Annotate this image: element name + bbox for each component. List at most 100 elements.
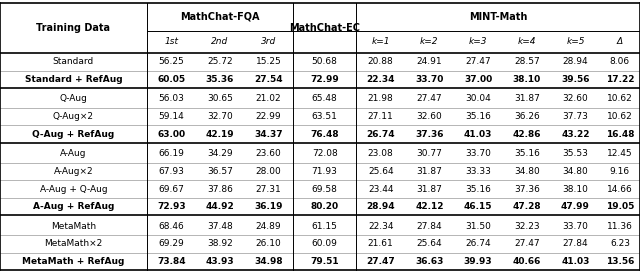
Text: 59.14: 59.14 [158,112,184,121]
Text: 50.68: 50.68 [312,57,337,66]
Text: 42.12: 42.12 [415,202,444,211]
Text: Δ: Δ [617,37,623,46]
Text: 20.88: 20.88 [368,57,394,66]
Text: 35.16: 35.16 [465,185,491,194]
Text: 34.80: 34.80 [514,167,540,176]
Text: 32.23: 32.23 [514,222,540,231]
Text: 61.15: 61.15 [312,222,337,231]
Text: k=4: k=4 [518,37,536,46]
Text: 69.67: 69.67 [158,185,184,194]
Text: 41.03: 41.03 [464,130,492,139]
Text: 60.05: 60.05 [157,75,185,84]
Text: 23.44: 23.44 [368,185,394,194]
Text: 33.33: 33.33 [465,167,491,176]
Text: 71.93: 71.93 [312,167,337,176]
Text: 37.36: 37.36 [415,130,444,139]
Text: 37.00: 37.00 [464,75,492,84]
Text: Q-Aug: Q-Aug [60,94,88,103]
Text: 30.65: 30.65 [207,94,233,103]
Text: 40.66: 40.66 [513,257,541,266]
Text: 76.48: 76.48 [310,130,339,139]
Text: k=1: k=1 [371,37,390,46]
Text: 32.60: 32.60 [417,112,442,121]
Text: 28.94: 28.94 [563,57,588,66]
Text: 12.45: 12.45 [607,149,633,158]
Text: 28.00: 28.00 [256,167,282,176]
Text: 43.22: 43.22 [561,130,589,139]
Text: k=2: k=2 [420,37,438,46]
Text: 68.46: 68.46 [158,222,184,231]
Text: 66.19: 66.19 [158,149,184,158]
Text: 31.87: 31.87 [417,185,442,194]
Text: 19.05: 19.05 [605,202,634,211]
Text: 22.99: 22.99 [256,112,282,121]
Text: 25.64: 25.64 [368,167,394,176]
Text: 30.77: 30.77 [417,149,442,158]
Text: k=3: k=3 [469,37,487,46]
Text: 69.58: 69.58 [312,185,337,194]
Text: 30.04: 30.04 [465,94,491,103]
Text: Standard: Standard [53,57,94,66]
Text: 27.47: 27.47 [366,257,395,266]
Text: 36.57: 36.57 [207,167,233,176]
Text: 1st: 1st [164,37,178,46]
Text: 14.66: 14.66 [607,185,633,194]
Text: 15.25: 15.25 [256,57,282,66]
Text: 26.74: 26.74 [465,239,491,248]
Text: 24.89: 24.89 [256,222,282,231]
Text: 22.34: 22.34 [367,75,395,84]
Text: 31.50: 31.50 [465,222,491,231]
Text: 34.98: 34.98 [254,257,283,266]
Text: Training Data: Training Data [36,23,111,33]
Text: 27.47: 27.47 [514,239,540,248]
Text: 80.20: 80.20 [310,202,339,211]
Text: 37.48: 37.48 [207,222,233,231]
Text: A-Aug: A-Aug [60,149,86,158]
Text: 22.34: 22.34 [368,222,394,231]
Text: 21.02: 21.02 [256,94,282,103]
Text: 26.10: 26.10 [256,239,282,248]
Text: Q-Aug + RefAug: Q-Aug + RefAug [32,130,115,139]
Text: 47.99: 47.99 [561,202,590,211]
Text: 27.84: 27.84 [417,222,442,231]
Text: 10.62: 10.62 [607,94,633,103]
Text: A-Aug + RefAug: A-Aug + RefAug [33,202,114,211]
Text: 33.70: 33.70 [465,149,491,158]
Text: 21.61: 21.61 [368,239,394,248]
Text: MathChat-FQA: MathChat-FQA [180,12,260,22]
Text: 21.98: 21.98 [368,94,394,103]
Text: 35.16: 35.16 [465,112,491,121]
Text: 72.08: 72.08 [312,149,337,158]
Text: 46.15: 46.15 [464,202,492,211]
Text: 72.93: 72.93 [157,202,186,211]
Text: 36.26: 36.26 [514,112,540,121]
Text: 47.28: 47.28 [513,202,541,211]
Text: 37.36: 37.36 [514,185,540,194]
Text: Q-Aug×2: Q-Aug×2 [53,112,94,121]
Text: 6.23: 6.23 [610,239,630,248]
Text: 32.70: 32.70 [207,112,233,121]
Text: 27.47: 27.47 [417,94,442,103]
Text: 27.54: 27.54 [254,75,283,84]
Text: 9.16: 9.16 [610,167,630,176]
Text: 38.10: 38.10 [513,75,541,84]
Text: 16.48: 16.48 [605,130,634,139]
Text: 44.92: 44.92 [205,202,234,211]
Text: 27.11: 27.11 [368,112,394,121]
Text: 11.36: 11.36 [607,222,633,231]
Text: k=5: k=5 [566,37,585,46]
Text: 63.00: 63.00 [157,130,185,139]
Text: 42.86: 42.86 [513,130,541,139]
Text: 3rd: 3rd [261,37,276,46]
Text: 36.19: 36.19 [254,202,283,211]
Text: 8.06: 8.06 [610,57,630,66]
Text: 34.80: 34.80 [563,167,588,176]
Text: 42.19: 42.19 [205,130,234,139]
Text: MetaMath: MetaMath [51,222,96,231]
Text: 28.94: 28.94 [366,202,395,211]
Text: 41.03: 41.03 [561,257,589,266]
Text: 35.53: 35.53 [563,149,588,158]
Text: 28.57: 28.57 [514,57,540,66]
Text: 38.10: 38.10 [563,185,588,194]
Text: 37.86: 37.86 [207,185,233,194]
